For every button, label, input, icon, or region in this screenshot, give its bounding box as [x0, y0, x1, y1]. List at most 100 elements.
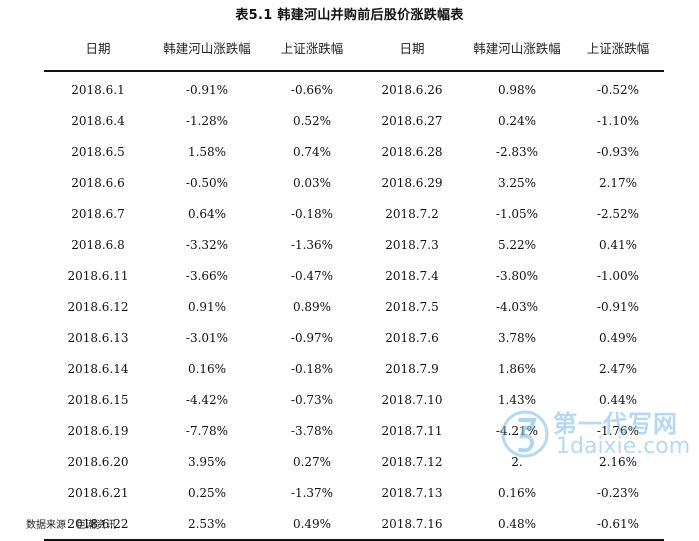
cell-date-2: 2018.7.12	[381, 454, 443, 469]
table-row: 2018.6.1 -0.91% -0.66% 2018.6.26 0.98% -0.52%	[44, 71, 664, 105]
cell-sse-change-1: -0.97%	[290, 330, 334, 345]
cell-sse-change-1: 0.03%	[292, 175, 332, 190]
cell-sse-change-2: 2.47%	[598, 361, 638, 376]
cell-hjhs-change-2: 3.78%	[497, 330, 537, 345]
cell-hjhs-change-1: 1.58%	[187, 144, 227, 159]
cell-date-2: 2018.7.11	[381, 423, 443, 438]
cell-hjhs-change-2: 1.43%	[497, 392, 537, 407]
cell-date-1: 2018.6.11	[67, 268, 129, 283]
cell-date-1: 2018.6.19	[67, 423, 129, 438]
cell-sse-change-1: 0.89%	[292, 299, 332, 314]
cell-date-2: 2018.6.28	[381, 144, 443, 159]
cell-sse-change-1: -0.18%	[290, 361, 334, 376]
cell-date-2: 2018.6.27	[381, 113, 443, 128]
cell-sse-change-1: -0.66%	[290, 82, 334, 97]
cell-hjhs-change-2: -3.80%	[495, 268, 539, 283]
cell-date-1: 2018.6.4	[71, 113, 125, 128]
cell-hjhs-change-2: -2.83%	[495, 144, 539, 159]
cell-sse-change-2: -1.76%	[596, 423, 640, 438]
cell-sse-change-2: -0.52%	[596, 82, 640, 97]
cell-sse-change-2: 0.41%	[598, 237, 638, 252]
cell-hjhs-change-1: 0.64%	[187, 206, 227, 221]
cell-hjhs-change-1: -0.50%	[185, 175, 229, 190]
table-body: 2018.6.1 -0.91% -0.66% 2018.6.26 0.98% -0.52%…	[44, 71, 664, 541]
cell-sse-change-2: -1.10%	[596, 113, 640, 128]
cell-sse-change-2: -1.00%	[596, 268, 640, 283]
cell-date-2: 2018.7.3	[385, 237, 439, 252]
cell-date-2: 2018.6.26	[381, 82, 443, 97]
table-row: 2018.6.7 0.64% -0.18% 2018.7.2 -1.05% -2.52%	[44, 198, 664, 229]
cell-sse-change-2: 2.17%	[598, 175, 638, 190]
column-header-sse-change-2: 上证涨跌幅	[572, 24, 664, 72]
data-source-note: 数据来源：巨潮资讯	[26, 520, 116, 531]
cell-sse-change-1: 0.49%	[262, 508, 362, 541]
cell-hjhs-change-2: 1.86%	[497, 361, 537, 376]
cell-hjhs-change-2: 0.98%	[497, 82, 537, 97]
cell-sse-change-2: 2.16%	[598, 454, 638, 469]
table-row: 2018.6.11 -3.66% -0.47% 2018.7.4 -3.80% -1.00…	[44, 260, 664, 291]
cell-hjhs-change-2: 2.	[511, 454, 523, 469]
stock-change-table: 日期 韩建河山涨跌幅 上证涨跌幅 日期 韩建河山涨跌幅 上证涨跌幅 2018.6…	[44, 24, 664, 541]
cell-hjhs-change-1: 0.16%	[187, 361, 227, 376]
cell-hjhs-change-1: -3.66%	[185, 268, 229, 283]
cell-date-1: 2018.6.6	[71, 175, 125, 190]
cell-sse-change-2: 0.44%	[598, 392, 638, 407]
cell-date-1: 2018.6.12	[67, 299, 129, 314]
cell-date-2: 2018.7.9	[385, 361, 439, 376]
cell-sse-change-1: -1.37%	[290, 485, 334, 500]
cell-sse-change-2: -0.91%	[596, 299, 640, 314]
cell-hjhs-change-2: 3.25%	[497, 175, 537, 190]
column-header-date-2: 日期	[362, 24, 462, 72]
cell-hjhs-change-2: 5.22%	[497, 237, 537, 252]
cell-sse-change-2: -2.52%	[596, 206, 640, 221]
cell-date-1: 2018.6.14	[67, 361, 129, 376]
table-row: 2018.6.12 0.91% 0.89% 2018.7.5 -4.03% -0.91%	[44, 291, 664, 322]
cell-sse-change-1: -0.73%	[290, 392, 334, 407]
table-row: 2018.6.20 3.95% 0.27% 2018.7.12 2. 2.16%	[44, 446, 664, 477]
cell-hjhs-change-2: -1.05%	[495, 206, 539, 221]
table-row: 2018.6.6 -0.50% 0.03% 2018.6.29 3.25% 2.17%	[44, 167, 664, 198]
column-header-date-1: 日期	[44, 24, 152, 72]
cell-hjhs-change-1: -3.01%	[185, 330, 229, 345]
cell-sse-change-1: -3.78%	[290, 423, 334, 438]
table-row: 2018.6.8 -3.32% -1.36% 2018.7.3 5.22% 0.41%	[44, 229, 664, 260]
cell-date-2: 2018.7.6	[385, 330, 439, 345]
cell-date-1: 2018.6.13	[67, 330, 129, 345]
cell-hjhs-change-1: -1.28%	[185, 113, 229, 128]
table-row: 2018.6.19 -7.78% -3.78% 2018.7.11 -4.21% -1.7…	[44, 415, 664, 446]
cell-hjhs-change-2: 0.48%	[462, 508, 572, 541]
cell-hjhs-change-1: -0.91%	[185, 82, 229, 97]
table-row: 2018.6.4 -1.28% 0.52% 2018.6.27 0.24% -1.10%	[44, 105, 664, 136]
cell-date-1: 2018.6.15	[67, 392, 129, 407]
cell-sse-change-2: -0.23%	[596, 485, 640, 500]
cell-sse-change-1: -0.47%	[290, 268, 334, 283]
table-row: 2018.6.21 0.25% -1.37% 2018.7.13 0.16% -0.23%	[44, 477, 664, 508]
cell-hjhs-change-2: 0.16%	[497, 485, 537, 500]
table-row: 2018.6.5 1.58% 0.74% 2018.6.28 -2.83% -0.93%	[44, 136, 664, 167]
cell-date-2: 2018.6.29	[381, 175, 443, 190]
cell-hjhs-change-2: -4.03%	[495, 299, 539, 314]
cell-sse-change-1: 0.52%	[292, 113, 332, 128]
cell-sse-change-2: 0.49%	[598, 330, 638, 345]
cell-sse-change-1: -1.36%	[290, 237, 334, 252]
table-caption: 表5.1 韩建河山并购前后股价涨跌幅表	[235, 8, 464, 23]
table-header-row: 日期 韩建河山涨跌幅 上证涨跌幅 日期 韩建河山涨跌幅 上证涨跌幅	[44, 24, 664, 72]
cell-hjhs-change-1: 3.95%	[187, 454, 227, 469]
cell-hjhs-change-1: 0.25%	[187, 485, 227, 500]
table-row: 2018.6.13 -3.01% -0.97% 2018.7.6 3.78% 0.49%	[44, 322, 664, 353]
column-header-sse-change-1: 上证涨跌幅	[262, 24, 362, 72]
cell-date-2: 2018.7.5	[385, 299, 439, 314]
cell-sse-change-2: -0.61%	[572, 508, 664, 541]
cell-date-1: 2018.6.21	[67, 485, 129, 500]
cell-date-2: 2018.7.4	[385, 268, 439, 283]
cell-sse-change-2: -0.93%	[596, 144, 640, 159]
cell-hjhs-change-1: -3.32%	[185, 237, 229, 252]
cell-date-2: 2018.7.2	[385, 206, 439, 221]
cell-sse-change-1: -0.18%	[290, 206, 334, 221]
cell-hjhs-change-2: -4.21%	[495, 423, 539, 438]
cell-sse-change-1: 0.74%	[292, 144, 332, 159]
cell-date-2: 2018.7.16	[362, 508, 462, 541]
cell-hjhs-change-2: 0.24%	[497, 113, 537, 128]
table-row: 2018.6.22 2.53% 0.49% 2018.7.16 0.48% -0.61%	[44, 508, 664, 541]
cell-hjhs-change-1: -7.78%	[185, 423, 229, 438]
